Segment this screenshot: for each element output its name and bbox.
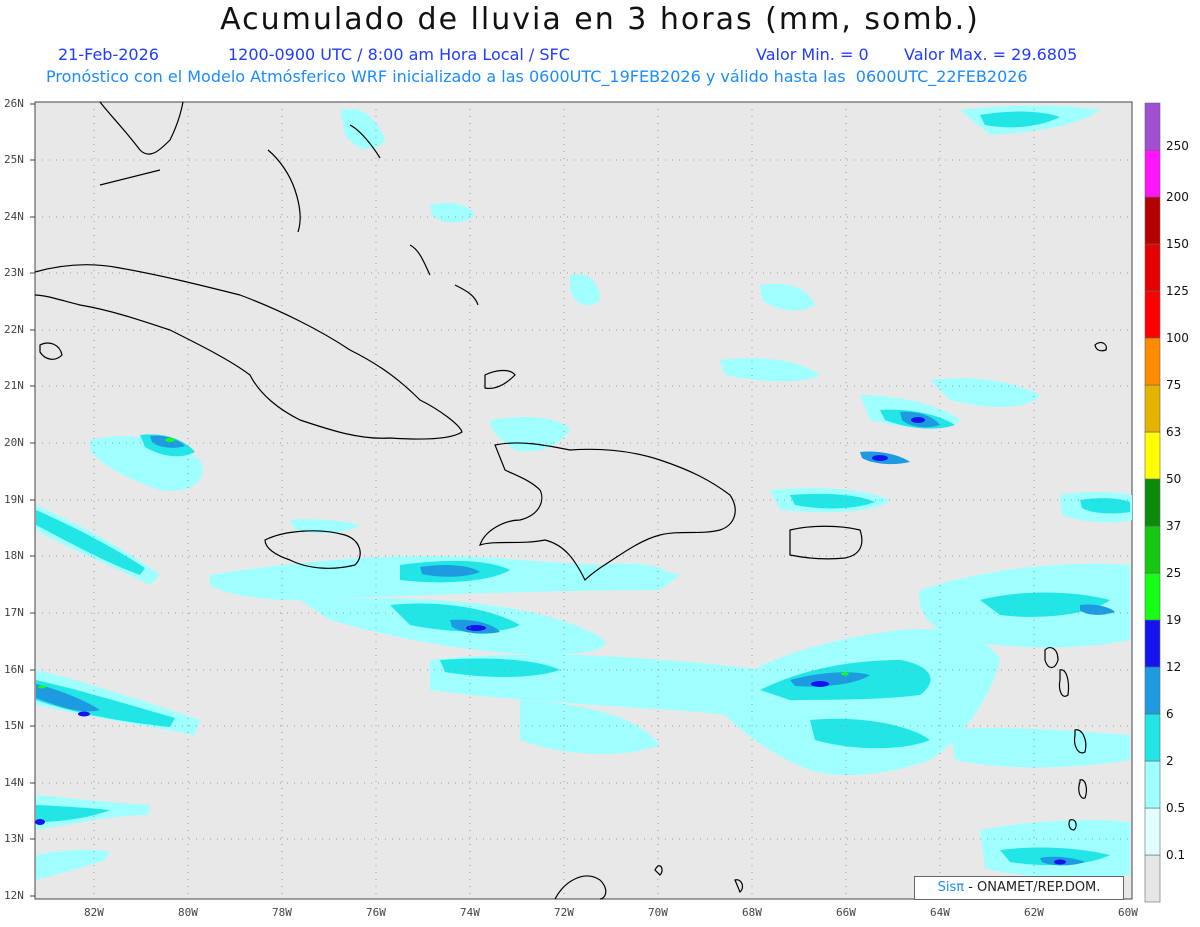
lon-label-68w: 68W [742, 906, 762, 919]
lon-label-66w: 66W [836, 906, 856, 919]
model-info: Pronóstico con el Modelo Atmósferico WRF… [46, 67, 1028, 86]
lon-label-82w: 82W [84, 906, 104, 919]
lon-label-62w: 62W [1024, 906, 1044, 919]
colorbar-label-63: 63 [1166, 425, 1182, 439]
colorbar-label-0.1: 0.1 [1166, 848, 1186, 862]
lat-label-14n: 14N [4, 776, 24, 789]
lat-label-18n: 18N [4, 549, 24, 562]
lon-label-74w: 74W [460, 906, 480, 919]
lon-label-60w: 60W [1118, 906, 1138, 919]
lat-label-19n: 19N [4, 493, 24, 506]
forecast-period: 1200-0900 UTC / 8:00 am Hora Local / SFC [228, 45, 570, 64]
colorbar-label-75: 75 [1166, 378, 1182, 392]
lat-label-23n: 23N [4, 266, 24, 279]
lat-label-17n: 17N [4, 606, 24, 619]
lat-label-20n: 20N [4, 436, 24, 449]
colorbar [1144, 102, 1161, 903]
lat-label-25n: 25N [4, 153, 24, 166]
colorbar-label-200: 200 [1166, 190, 1189, 204]
lat-label-16n: 16N [4, 663, 24, 676]
lat-label-24n: 24N [4, 210, 24, 223]
lat-label-13n: 13N [4, 832, 24, 845]
credit-text: - ONAMET/REP.DOM. [964, 880, 1101, 895]
min-value: Valor Min. = 0 [756, 45, 869, 64]
lon-label-72w: 72W [554, 906, 574, 919]
map-background [34, 101, 1133, 900]
map-title: Acumulado de lluvia en 3 horas (mm, somb… [220, 2, 980, 37]
colorbar-label-150: 150 [1166, 237, 1189, 251]
colorbar-label-12: 12 [1166, 660, 1182, 674]
colorbar-label-100: 100 [1166, 331, 1189, 345]
colorbar-label-250: 250 [1166, 139, 1189, 153]
credit-box: Sisπ - ONAMET/REP.DOM. [914, 876, 1124, 900]
lat-lon-grid [35, 102, 1132, 899]
lon-label-70w: 70W [648, 906, 668, 919]
colorbar-label-50: 50 [1166, 472, 1182, 486]
precipitation-shading [35, 105, 1132, 880]
lon-label-78w: 78W [272, 906, 292, 919]
lon-label-64w: 64W [930, 906, 950, 919]
colorbar-label-6: 6 [1166, 707, 1174, 721]
colorbar-label-19: 19 [1166, 613, 1182, 627]
lat-label-26n: 26N [4, 97, 24, 110]
lat-label-22n: 22N [4, 323, 24, 336]
colorbar-label-37: 37 [1166, 519, 1182, 533]
credit-brand: Sisπ [937, 880, 965, 895]
lat-label-15n: 15N [4, 719, 24, 732]
colorbar-label-125: 125 [1166, 284, 1189, 298]
lat-label-12n: 12N [4, 889, 24, 902]
max-value: Valor Max. = 29.6805 [904, 45, 1078, 64]
lon-label-76w: 76W [366, 906, 386, 919]
lon-label-80w: 80W [178, 906, 198, 919]
forecast-date: 21-Feb-2026 [58, 45, 159, 64]
colorbar-label-2: 2 [1166, 754, 1174, 768]
colorbar-label-0.5: 0.5 [1166, 801, 1186, 815]
colorbar-label-25: 25 [1166, 566, 1182, 580]
lat-label-21n: 21N [4, 379, 24, 392]
coastlines [34, 101, 1107, 900]
